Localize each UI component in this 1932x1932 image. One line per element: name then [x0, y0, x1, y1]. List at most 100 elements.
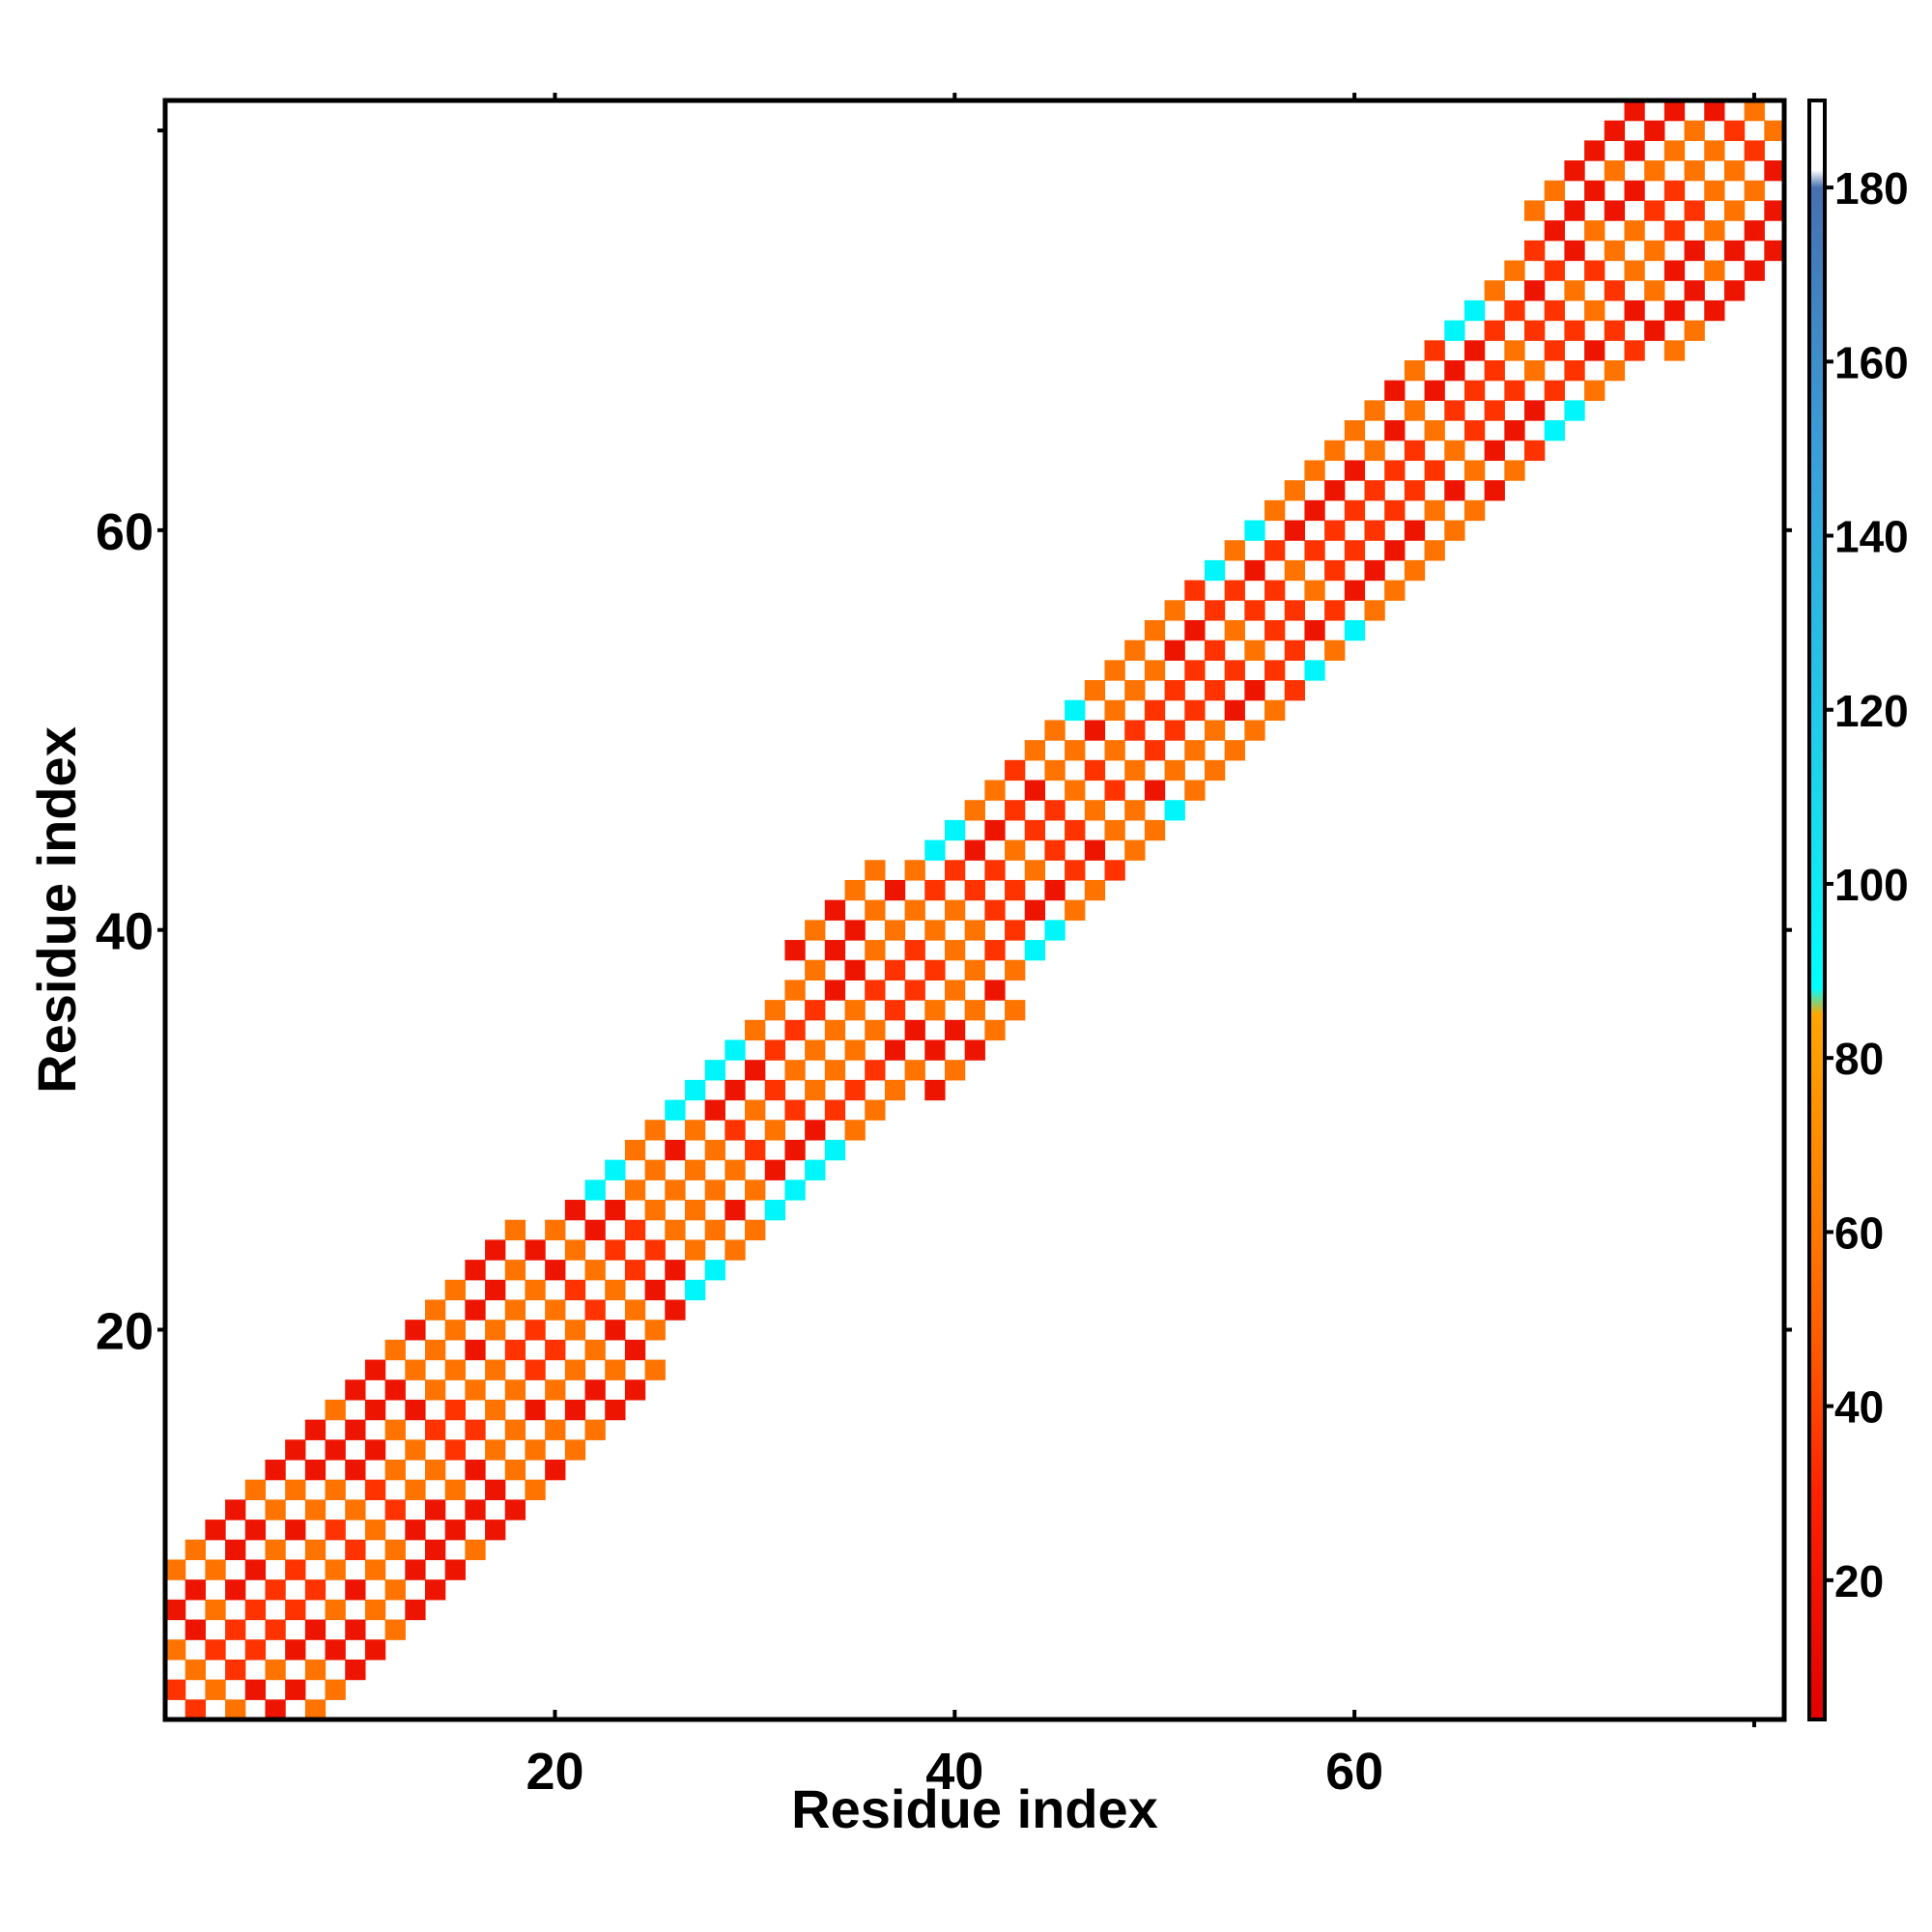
heatmap-cell: [1304, 619, 1325, 641]
heatmap-cell: [1124, 639, 1146, 661]
heatmap-cell: [784, 1019, 806, 1041]
heatmap-cell: [1584, 180, 1605, 202]
heatmap-cell: [1084, 839, 1106, 861]
heatmap-cell: [1384, 540, 1406, 561]
heatmap-cell: [1404, 520, 1426, 541]
heatmap-cell: [1484, 400, 1505, 421]
heatmap-cell: [205, 1679, 226, 1700]
heatmap-cell: [1324, 480, 1346, 501]
heatmap-cell: [225, 1499, 246, 1520]
heatmap-cell: [1065, 860, 1086, 881]
heatmap-cell: [1184, 619, 1206, 641]
heatmap-cell: [1524, 200, 1546, 221]
heatmap-cell: [805, 1079, 826, 1101]
heatmap-cell: [624, 1299, 646, 1321]
heatmap-cell: [584, 1179, 606, 1201]
heatmap-cell: [1564, 240, 1585, 262]
heatmap-cell: [1304, 580, 1325, 601]
heatmap-cell: [1484, 440, 1505, 462]
heatmap-cell: [1584, 380, 1605, 401]
heatmap-cell: [805, 1159, 826, 1180]
heatmap-cell: [1284, 559, 1306, 582]
heatmap-cell: [1723, 240, 1746, 262]
heatmap-cell: [1404, 559, 1426, 582]
heatmap-cell: [724, 1239, 746, 1261]
heatmap-cell: [904, 899, 925, 921]
heatmap-cell: [244, 1639, 267, 1661]
heatmap-cell: [1704, 140, 1725, 161]
heatmap-cell: [1723, 280, 1746, 301]
heatmap-cell: [444, 1359, 466, 1380]
heatmap-cell: [865, 860, 886, 881]
heatmap-cell: [1065, 819, 1086, 841]
heatmap-cell: [244, 1559, 267, 1580]
heatmap-cell: [304, 1460, 327, 1481]
heatmap-cell: [364, 1639, 386, 1661]
heatmap-cell: [1144, 660, 1166, 681]
heatmap-cell: [225, 1539, 246, 1561]
heatmap-cell: [1564, 320, 1585, 341]
heatmap-cell: [824, 1019, 846, 1041]
heatmap-cell: [504, 1460, 526, 1481]
heatmap-cell: [1044, 839, 1065, 861]
heatmap-cell: [384, 1539, 406, 1561]
heatmap-cell: [1604, 200, 1626, 221]
heatmap-cell: [624, 1379, 646, 1401]
heatmap-cell: [984, 940, 1006, 961]
heatmap-cell: [1723, 120, 1746, 141]
heatmap-cell: [844, 959, 866, 981]
heatmap-cell: [265, 1659, 286, 1681]
heatmap-cell: [1224, 740, 1245, 761]
heatmap-cell: [265, 1460, 286, 1481]
heatmap-cell: [1184, 780, 1206, 801]
heatmap-cell: [1463, 340, 1486, 361]
heatmap-cell: [665, 1139, 686, 1161]
heatmap-cell: [1524, 320, 1546, 341]
heatmap-cell: [784, 1179, 806, 1201]
heatmap-cell: [824, 1099, 846, 1121]
heatmap-cell: [644, 1200, 666, 1221]
heatmap-cell: [364, 1559, 386, 1580]
heatmap-cell: [584, 1219, 606, 1241]
heatmap-cell: [1144, 819, 1166, 841]
heatmap-cell: [244, 1520, 267, 1541]
heatmap-cell: [984, 780, 1006, 801]
heatmap-cell: [325, 1439, 346, 1461]
heatmap-cell: [1663, 140, 1686, 161]
heatmap-cell: [745, 1219, 766, 1241]
heatmap-cell: [285, 1520, 306, 1541]
heatmap-cell: [1764, 120, 1785, 141]
heatmap-cell: [1044, 879, 1065, 901]
heatmap-cell: [964, 920, 985, 941]
heatmap-cell: [304, 1539, 327, 1561]
heatmap-cell: [205, 1599, 226, 1621]
heatmap-cell: [904, 980, 925, 1001]
heatmap-cell: [924, 1039, 946, 1061]
heatmap-cell: [745, 1139, 766, 1161]
heatmap-cell: [944, 819, 966, 841]
heatmap-cell: [285, 1679, 306, 1700]
heatmap-cell: [1244, 680, 1265, 701]
heatmap-cell: [1524, 240, 1546, 262]
heatmap-cell: [605, 1279, 626, 1301]
heatmap-cell: [1564, 160, 1585, 182]
heatmap-cell: [1005, 839, 1026, 861]
heatmap-cell: [1624, 299, 1645, 322]
heatmap-cell: [1024, 819, 1046, 841]
heatmap-cell: [1564, 359, 1585, 382]
heatmap-cell: [304, 1419, 327, 1440]
heatmap-cell: [1684, 320, 1705, 341]
heatmap-cell: [844, 1039, 866, 1061]
heatmap-cell: [884, 920, 906, 941]
heatmap-cell: [584, 1299, 606, 1321]
heatmap-cell: [1704, 260, 1725, 281]
colorbar: 20 40 60 80 100 120 140 160 180: [1807, 99, 1909, 1721]
heatmap-cell: [1384, 460, 1406, 481]
heatmap-cell: [1164, 600, 1185, 621]
heatmap-cell: [1084, 800, 1106, 821]
heatmap-cell: [345, 1659, 366, 1681]
heatmap-cell: [1424, 499, 1445, 522]
heatmap-cell: [564, 1279, 586, 1301]
heatmap-cell: [1065, 740, 1086, 761]
heatmap-cell: [1005, 1000, 1026, 1021]
